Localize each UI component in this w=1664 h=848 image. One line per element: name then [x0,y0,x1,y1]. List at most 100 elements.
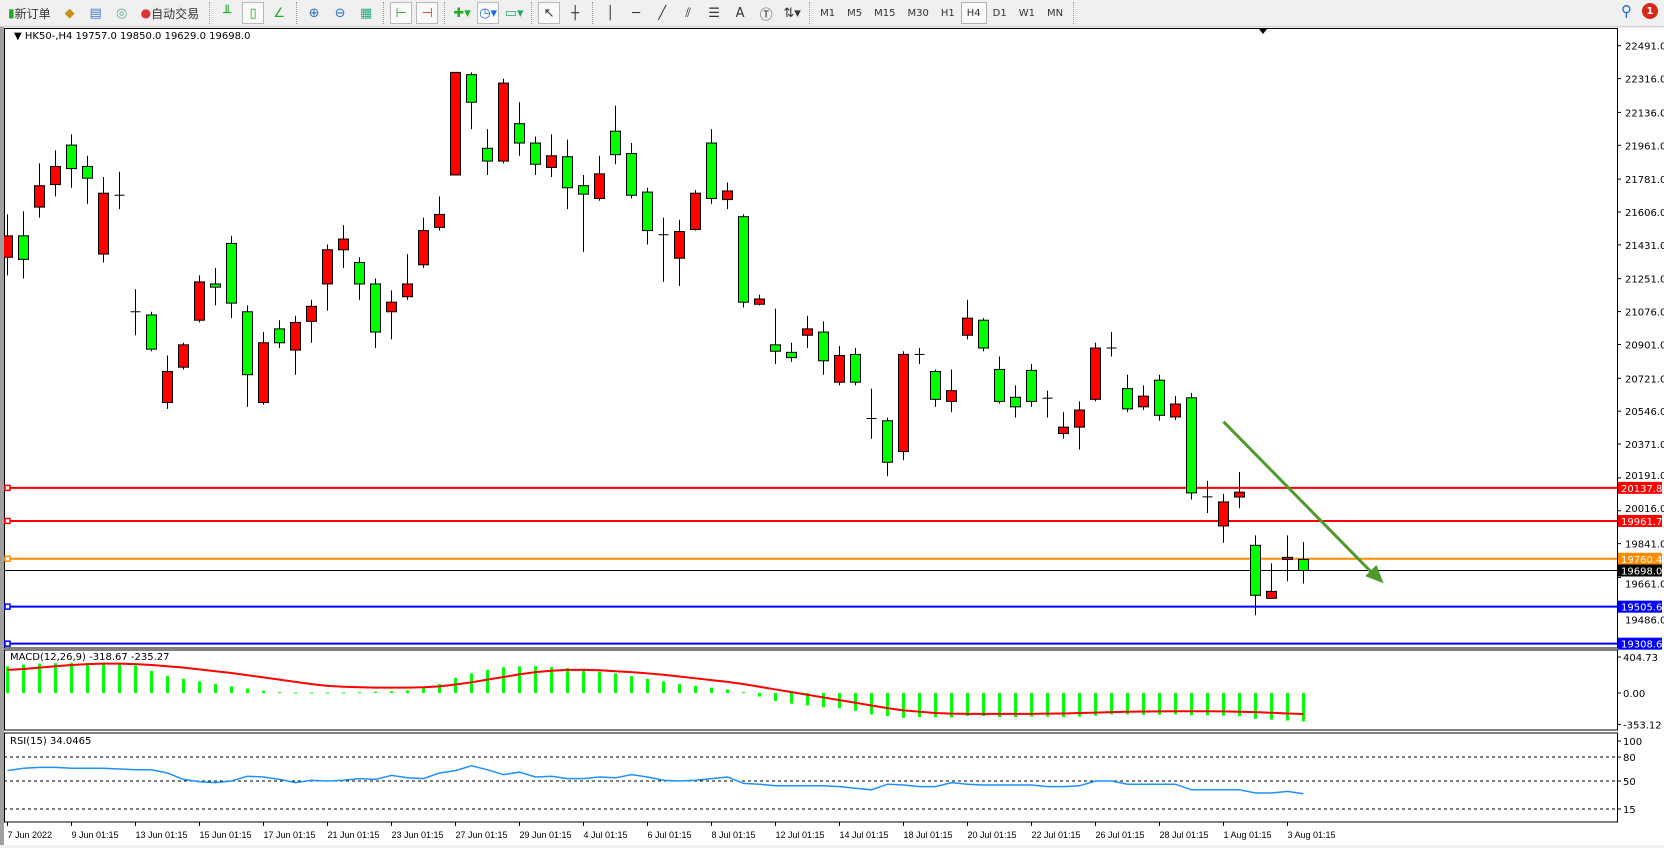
timeframe-d1[interactable]: D1 [992,7,1007,19]
cursor-icon[interactable]: ↖ [538,2,561,24]
level-handle[interactable] [4,555,11,563]
timeframe-m30[interactable]: M30 [907,7,929,19]
arrows-icon[interactable]: ⇅▾ [783,5,801,21]
candle-body [482,147,493,162]
macd-histogram-bar [710,687,713,693]
indicators-icon[interactable]: ✚▾ [453,5,471,21]
level-price-tag [1618,600,1662,613]
macd-histogram-bar [230,686,233,693]
timeframe-mn[interactable]: MN [1046,7,1064,19]
candle-body [1266,590,1277,599]
macd-histogram-bar [1238,693,1241,717]
macd-histogram-bar [342,692,345,694]
text-label-icon[interactable]: Ⓣ [759,7,773,23]
chart-shift-icon[interactable]: ⊣ [416,2,439,24]
trend-arrow-line[interactable] [1222,420,1375,576]
timeframe-m5[interactable]: M5 [847,7,863,19]
macd-histogram-bar [422,687,425,693]
macd-histogram-bar [166,676,169,693]
candle-body [610,130,621,156]
signal-icon[interactable]: ◎ [115,5,128,21]
auto-trading-button[interactable]: ● 自动交易 [140,6,200,21]
candle-body [146,314,157,350]
zoom-out-icon[interactable]: ⊖ [334,5,346,21]
rsi-tick-label: 15 [1623,805,1636,816]
level-handle[interactable] [4,484,11,492]
candle-body [626,153,637,196]
chart-window[interactable]: 22491.0 22316.0 22136.0 21961.0 21781.0 21606… [2,28,1664,845]
horizontal-line-icon[interactable]: ─ [632,5,641,21]
notification-badge[interactable]: 1 [1642,3,1658,19]
candle-body [450,71,461,176]
candle-body [930,371,941,400]
price-tick-label: 19486.0 [1625,616,1664,627]
macd-histogram-bar [246,688,249,693]
level-handle[interactable] [4,640,11,647]
timeframe-bar: M1 M5 M15 M30 H1 H4 D1 W1 MN [814,2,1069,24]
time-label: 4 Jul 01:15 [584,830,628,840]
gold-icon[interactable]: ◆ [64,5,75,21]
candle-body [1026,369,1037,402]
macd-tick-label: 0.00 [1623,689,1645,700]
search-icon[interactable]: ⚲ [1621,2,1632,20]
line-chart-icon[interactable]: ∠ [273,5,285,21]
templates-icon[interactable]: ▭▾ [504,5,524,21]
candle-body [1186,397,1197,494]
candle-body [706,142,717,199]
macd-histogram-bar [486,669,489,693]
time-label: 18 Jul 01:15 [904,830,953,840]
bar-chart-icon[interactable]: ╨ [223,5,232,21]
macd-histogram-bar [294,692,297,694]
candle-body [34,185,45,208]
level-handle[interactable] [4,603,11,610]
macd-histogram-bar [150,670,153,693]
timeframe-m1[interactable]: M1 [820,7,836,19]
timeframe-w1[interactable]: W1 [1018,7,1035,19]
candle-body [818,331,829,362]
candle-body [690,192,701,230]
candle-body [370,283,381,333]
periods-icon[interactable]: ◷▾ [477,2,500,24]
fibonacci-icon[interactable]: ⫽ [685,5,692,21]
candle-body [1170,403,1181,418]
level-price-label: 19505.6 [1621,603,1662,614]
candle-body [1090,347,1101,400]
new-order-button[interactable]: ▮ 新订单 [8,6,51,21]
candle-body [290,321,301,351]
chart-header: ▼ HK50-,H4 19757.0 19850.0 19629.0 19698… [14,31,251,42]
vertical-line-icon[interactable]: │ [606,5,615,21]
fibo-fan-icon[interactable]: ☰ [708,5,720,21]
macd-histogram-bar [310,692,313,694]
zoom-in-icon[interactable]: ⊕ [308,5,320,21]
candle-body [786,351,797,359]
time-label: 27 Jun 01:15 [456,830,508,840]
macd-histogram-bar [614,673,617,693]
timeframe-h1[interactable]: H1 [940,7,955,19]
candle-body [578,185,589,195]
timeframe-m15[interactable]: M15 [874,7,896,19]
time-label: 9 Jun 01:15 [72,830,119,840]
price-tick-label: 21781.0 [1625,175,1664,186]
candle-body [1298,558,1309,572]
candlestick-icon[interactable]: ▯ [242,2,265,24]
chart-canvas[interactable]: 22491.0 22316.0 22136.0 21961.0 21781.0 21606… [2,28,1664,845]
level-price-tag [1618,552,1662,565]
candle-body [18,235,29,260]
crosshair-icon[interactable]: ┼ [571,5,580,21]
candle-body [194,281,205,321]
level-handle[interactable] [4,517,11,525]
text-icon[interactable]: A [735,5,745,21]
trendline-icon[interactable]: ╱ [658,5,667,21]
macd-histogram-bar [118,664,121,693]
auto-scroll-icon[interactable]: ⊢ [390,2,413,24]
macd-histogram-bar [22,664,25,693]
separator [1073,2,1075,24]
macd-histogram-bar [790,693,793,704]
collapse-triangle-icon[interactable]: ▼ [14,31,25,42]
candle-body [322,249,333,285]
market-watch-icon[interactable]: ▤ [89,5,102,21]
tile-windows-icon[interactable]: ▦ [359,5,373,21]
time-label: 21 Jun 01:15 [328,830,380,840]
timeframe-h4[interactable]: H4 [960,2,987,24]
macd-histogram-bar [742,692,745,694]
